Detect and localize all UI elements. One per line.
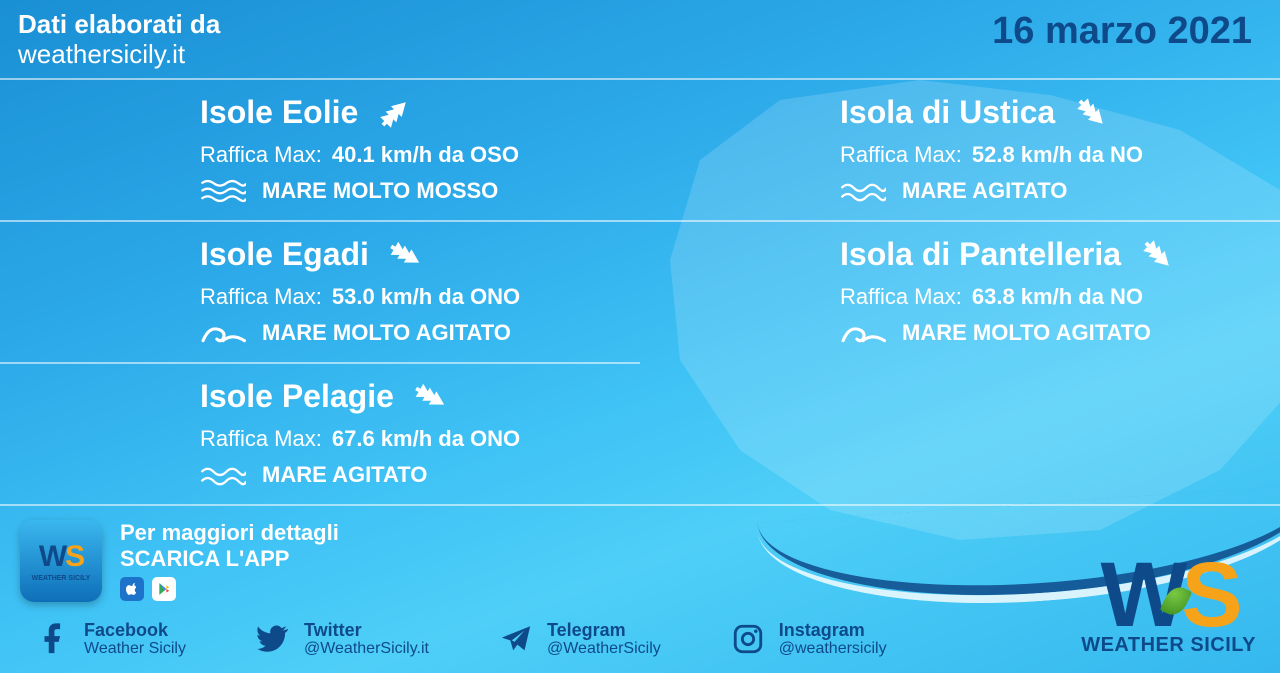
social-name: Facebook: [84, 620, 186, 641]
island-card: Isola di Ustica Raffica Max: 52.8 km/h d…: [640, 78, 1280, 220]
social-link-instagram[interactable]: Instagram @weathersicily: [731, 620, 887, 659]
wind-direction-icon: [1139, 236, 1177, 274]
sea-wave-curl-icon: [200, 318, 246, 348]
app-promo-text: Per maggiori dettagli SCARICA L'APP: [120, 520, 339, 601]
telegram-icon: [499, 622, 533, 656]
sea-waves-double-icon: [200, 460, 246, 490]
social-handle: Weather Sicily: [84, 640, 186, 658]
island-card: Isole Eolie Raffica Max: 40.1 km/h da OS…: [0, 78, 640, 220]
promo-line2: SCARICA L'APP: [120, 546, 339, 571]
gust-label: Raffica Max:: [200, 142, 322, 168]
credit-line1: Dati elaborati da: [18, 10, 220, 40]
social-name: Instagram: [779, 620, 887, 641]
gust-label: Raffica Max:: [200, 426, 322, 452]
gust-value: 63.8 km/h da NO: [972, 284, 1143, 310]
header: Dati elaborati da weathersicily.it 16 ma…: [0, 0, 1280, 78]
island-card: Isole Egadi Raffica Max: 53.0 km/h da ON…: [0, 220, 640, 362]
gust-label: Raffica Max:: [840, 142, 962, 168]
sea-wave-curl-icon: [840, 318, 886, 348]
island-name: Isola di Pantelleria: [840, 236, 1121, 273]
social-text: Telegram @WeatherSicily: [547, 620, 661, 659]
twitter-icon: [256, 622, 290, 656]
island-card: Isola di Pantelleria Raffica Max: 63.8 k…: [640, 220, 1280, 362]
brand-logo: WS WEATHER SICILY: [1081, 556, 1256, 657]
wind-direction-icon: [387, 236, 425, 274]
credit-line2: weathersicily.it: [18, 40, 220, 70]
social-name: Twitter: [304, 620, 429, 641]
island-name: Isole Egadi: [200, 236, 369, 273]
gust-value: 52.8 km/h da NO: [972, 142, 1143, 168]
sea-waves-triple-icon: [200, 176, 246, 206]
social-handle: @weathersicily: [779, 640, 887, 658]
gust-label: Raffica Max:: [840, 284, 962, 310]
gust-value: 40.1 km/h da OSO: [332, 142, 519, 168]
gust-value: 53.0 km/h da ONO: [332, 284, 520, 310]
social-text: Facebook Weather Sicily: [84, 620, 186, 659]
sea-state: MARE MOLTO AGITATO: [262, 320, 511, 346]
island-card: Isole Pelagie Raffica Max: 67.6 km/h da …: [0, 362, 640, 504]
gust-value: 67.6 km/h da ONO: [332, 426, 520, 452]
social-name: Telegram: [547, 620, 661, 641]
forecast-date: 16 marzo 2021: [992, 10, 1252, 53]
sea-state: MARE AGITATO: [262, 462, 427, 488]
app-logo-subtitle: WEATHER SICILY: [32, 575, 91, 582]
social-text: Instagram @weathersicily: [779, 620, 887, 659]
app-logo-icon: WS WEATHER SICILY: [20, 520, 102, 602]
social-handle: @WeatherSicily.it: [304, 640, 429, 658]
appstore-badge-icon[interactable]: [120, 577, 144, 601]
social-link-telegram[interactable]: Telegram @WeatherSicily: [499, 620, 661, 659]
island-name: Isola di Ustica: [840, 94, 1055, 131]
data-credit: Dati elaborati da weathersicily.it: [18, 10, 220, 70]
islands-grid: Isole Eolie Raffica Max: 40.1 km/h da OS…: [0, 78, 1280, 504]
social-handle: @WeatherSicily: [547, 640, 661, 658]
wind-direction-icon: [1073, 94, 1111, 132]
social-link-twitter[interactable]: Twitter @WeatherSicily.it: [256, 620, 429, 659]
social-text: Twitter @WeatherSicily.it: [304, 620, 429, 659]
instagram-icon: [731, 622, 765, 656]
playstore-badge-icon[interactable]: [152, 577, 176, 601]
island-name: Isole Pelagie: [200, 378, 394, 415]
wind-direction-icon: [376, 94, 414, 132]
gust-label: Raffica Max:: [200, 284, 322, 310]
social-link-facebook[interactable]: Facebook Weather Sicily: [36, 620, 186, 659]
sea-state: MARE AGITATO: [902, 178, 1067, 204]
promo-line1: Per maggiori dettagli: [120, 520, 339, 545]
facebook-icon: [36, 622, 70, 656]
sea-state: MARE MOLTO MOSSO: [262, 178, 498, 204]
wind-direction-icon: [412, 378, 450, 416]
island-name: Isole Eolie: [200, 94, 358, 131]
sea-state: MARE MOLTO AGITATO: [902, 320, 1151, 346]
sea-waves-double-icon: [840, 176, 886, 206]
